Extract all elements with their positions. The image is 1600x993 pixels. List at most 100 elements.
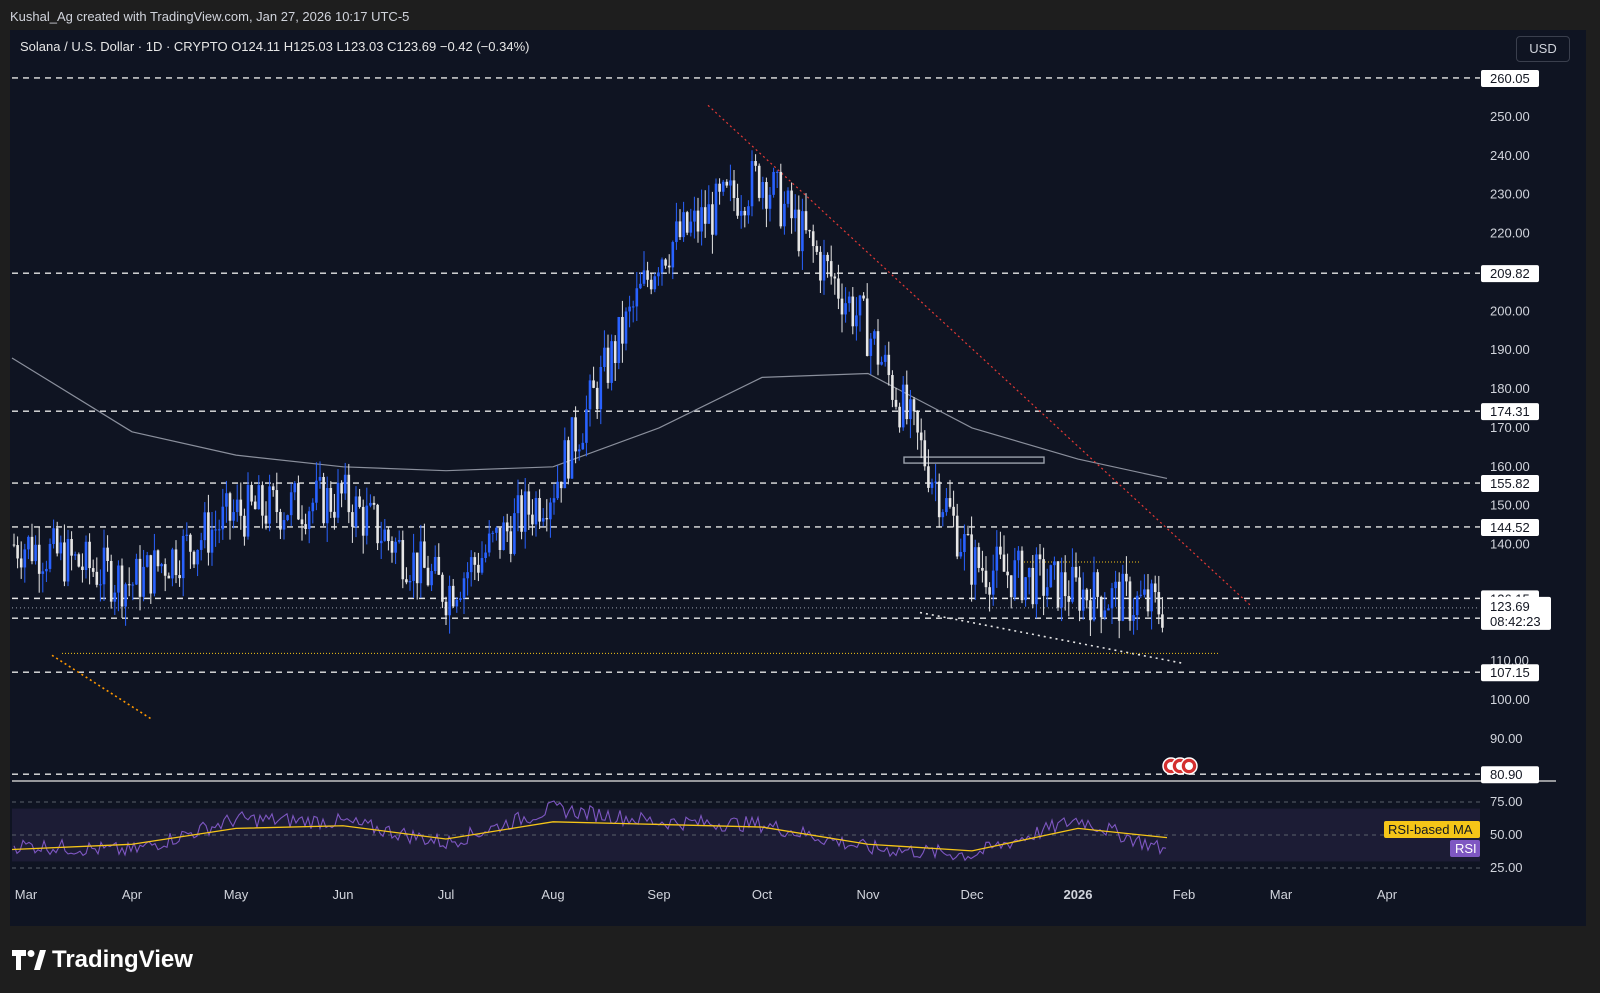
candle-body [592, 380, 595, 388]
support-trendline [919, 611, 1183, 664]
candle-body [898, 406, 901, 428]
candle-body [279, 512, 282, 530]
candle-body [174, 549, 178, 576]
price-level-tag [1481, 518, 1539, 536]
candle-body [1053, 561, 1056, 566]
candle-body [1045, 587, 1049, 596]
candle-body [563, 440, 567, 489]
candle-body [30, 536, 34, 562]
event-flag-icon[interactable] [1180, 757, 1198, 775]
candle-body [840, 298, 844, 315]
price-level-tag [1481, 664, 1539, 682]
candle-body [351, 512, 354, 527]
candle-body [667, 265, 671, 268]
candle-body [574, 417, 577, 452]
candle-body [81, 566, 84, 570]
candle-body [750, 161, 754, 207]
candle-body [819, 251, 822, 281]
candle-body [228, 493, 232, 521]
candle-body [693, 210, 696, 222]
candle-body [365, 505, 369, 536]
candle-body [196, 549, 199, 565]
candle-body [865, 298, 869, 356]
candle-body [369, 502, 372, 506]
candle-body [487, 533, 491, 553]
candle-body [826, 254, 829, 262]
candle-body [225, 493, 228, 507]
candle-body [376, 504, 379, 544]
tradingview-logo[interactable]: TradingView [12, 946, 193, 974]
candle-body [757, 165, 761, 198]
candle-body [937, 481, 941, 518]
price-tick-label: 90.00 [1490, 731, 1523, 746]
price-level-tag-label: 144.52 [1490, 520, 1530, 535]
candle-body [246, 485, 250, 537]
candle-body [27, 536, 30, 550]
candle-body [505, 522, 509, 532]
candle-body [1042, 559, 1045, 596]
candle-body [675, 221, 678, 243]
candle-body [999, 546, 1002, 555]
candle-body [959, 552, 963, 557]
chart-frame[interactable] [10, 30, 1586, 926]
candle-body [444, 601, 448, 616]
credit-text: Kushal_Ag created with TradingView.com, … [10, 9, 410, 24]
candle-body [603, 347, 606, 368]
candle-body [567, 440, 570, 479]
candle-body [59, 542, 63, 554]
candle-body [765, 182, 768, 209]
candle-body [772, 171, 775, 195]
candle-body [1081, 589, 1085, 611]
price-tick-label: 240.00 [1490, 148, 1530, 163]
candle-body [423, 541, 426, 568]
candle-body [617, 316, 621, 364]
candle-body [1099, 596, 1103, 618]
candle-body [797, 209, 801, 252]
candle-body [120, 565, 124, 607]
candle-body [210, 529, 214, 553]
candle-body [239, 499, 243, 516]
last-price-tag [1481, 596, 1551, 630]
candle-body [847, 296, 851, 304]
time-tick-label: Jun [333, 887, 354, 902]
candle-body [484, 552, 487, 559]
candle-body [127, 584, 131, 586]
time-tick-label: Feb [1173, 887, 1195, 902]
candle-body [891, 375, 894, 400]
candle-body [631, 306, 635, 308]
time-tick-label: Apr [1377, 887, 1398, 902]
rsi-ma-line [11, 821, 1168, 852]
candle-body [862, 295, 865, 299]
candle-body [966, 534, 970, 536]
candle-body [1017, 550, 1020, 561]
candle-body [163, 564, 167, 576]
candle-body [527, 491, 531, 515]
price-tick-label: 160.00 [1490, 459, 1530, 474]
currency-button[interactable]: USD [1516, 36, 1570, 62]
candle-body [599, 367, 603, 410]
symbol-ohlc-legend[interactable]: Solana / U.S. Dollar · 1D · CRYPTO O124.… [20, 39, 530, 54]
candle-body [919, 432, 923, 441]
candle-body [77, 554, 81, 567]
candle-body [181, 535, 185, 579]
candle-body [588, 380, 592, 410]
candle-body [858, 295, 862, 316]
price-level-tag [1481, 265, 1539, 283]
rsi-legend: RSI [1455, 841, 1477, 856]
candle-body [419, 541, 423, 584]
candle-body [1125, 573, 1128, 582]
candle-body [851, 296, 855, 327]
candle-body [12, 544, 16, 546]
candle-body [995, 546, 999, 571]
candle-body [642, 270, 646, 284]
candle-body [426, 567, 430, 586]
candle-body [1002, 554, 1006, 572]
candle-body [991, 570, 995, 595]
candle-body [653, 276, 657, 290]
price-level-tag-label: 80.90 [1490, 767, 1523, 782]
candle-body [880, 361, 883, 365]
candle-body [387, 529, 390, 542]
candle-body [556, 481, 559, 499]
candle-body [1027, 567, 1031, 578]
